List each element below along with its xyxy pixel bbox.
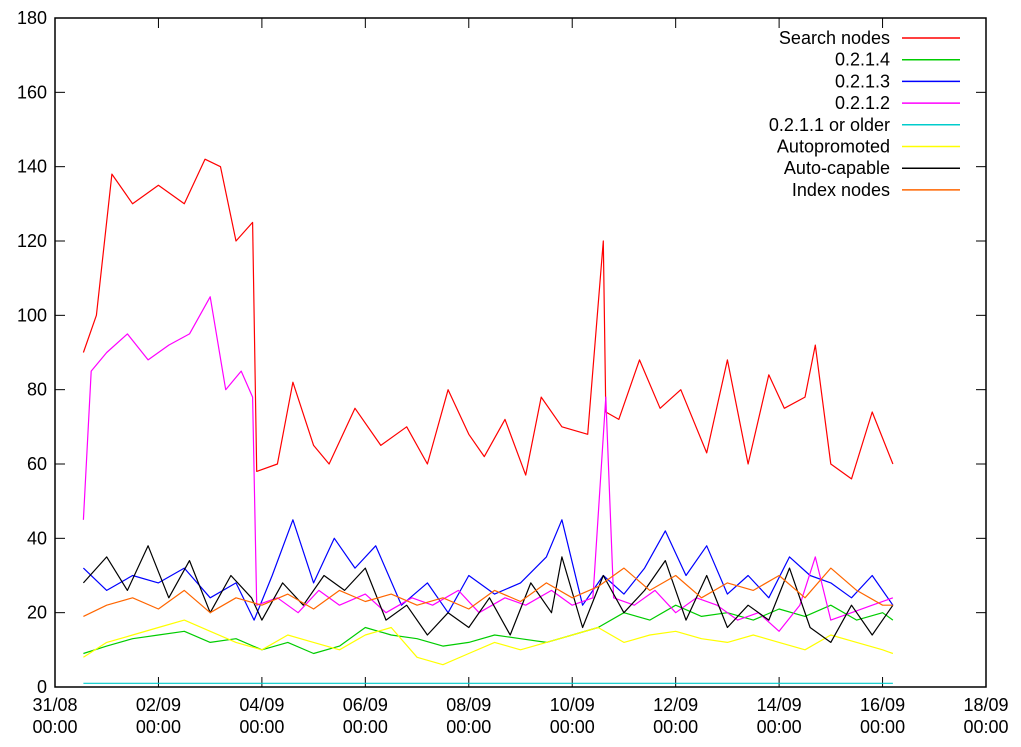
y-tick-label: 20	[27, 603, 47, 623]
x-tick-label-time: 00:00	[343, 717, 388, 737]
x-tick-label-date: 10/09	[550, 695, 595, 715]
x-axis: 31/0800:0002/0900:0004/0900:0006/0900:00…	[32, 18, 1009, 737]
legend-label: Search nodes	[779, 28, 890, 48]
legend-label: Auto-capable	[784, 158, 890, 178]
series-line-0-2-1-3	[82, 519, 894, 621]
x-tick-label-date: 04/09	[239, 695, 284, 715]
y-tick-label: 120	[17, 231, 47, 251]
plot-frame	[54, 17, 987, 688]
x-tick-label-date: 12/09	[653, 695, 698, 715]
series-line-0-2-1-2	[82, 296, 894, 632]
series-line-search-nodes	[82, 158, 894, 480]
y-tick-label: 160	[17, 82, 47, 102]
y-tick-label: 40	[27, 528, 47, 548]
x-tick-label-date: 06/09	[343, 695, 388, 715]
legend-label: 0.2.1.2	[835, 93, 890, 113]
legend: Search nodes0.2.1.40.2.1.30.2.1.20.2.1.1…	[769, 28, 960, 200]
x-tick-label-time: 00:00	[757, 717, 802, 737]
series-line-auto-capable	[82, 545, 894, 644]
y-tick-label: 140	[17, 157, 47, 177]
legend-label: 0.2.1.3	[835, 71, 890, 91]
x-tick-label-date: 14/09	[757, 695, 802, 715]
y-tick-label: 100	[17, 305, 47, 325]
x-tick-label-time: 00:00	[239, 717, 284, 737]
x-tick-label-date: 31/08	[32, 695, 77, 715]
x-tick-label-time: 00:00	[136, 717, 181, 737]
legend-label: 0.2.1.4	[835, 50, 890, 70]
x-tick-label-time: 00:00	[550, 717, 595, 737]
y-tick-label: 0	[37, 677, 47, 697]
series-line-index-nodes	[83, 567, 893, 617]
legend-label: 0.2.1.1 or older	[769, 115, 890, 135]
legend-label: Index nodes	[792, 180, 890, 200]
series-line-autopromoted	[83, 619, 894, 666]
x-tick-label-date: 18/09	[963, 695, 1008, 715]
y-tick-label: 180	[17, 8, 47, 28]
x-tick-label-time: 00:00	[653, 717, 698, 737]
series-line-0-2-1-4	[83, 604, 894, 655]
y-tick-label: 80	[27, 380, 47, 400]
y-tick-label: 60	[27, 454, 47, 474]
series-layer	[82, 158, 894, 684]
x-tick-label-time: 00:00	[963, 717, 1008, 737]
x-tick-label-date: 08/09	[446, 695, 491, 715]
x-tick-label-time: 00:00	[32, 717, 77, 737]
legend-label: Autopromoted	[777, 137, 890, 157]
y-axis: 0 20 40 60 80 100 120 140 160 180	[17, 8, 986, 697]
x-tick-label-time: 00:00	[860, 717, 905, 737]
x-tick-label-date: 16/09	[860, 695, 905, 715]
x-tick-label-date: 02/09	[136, 695, 181, 715]
x-tick-label-time: 00:00	[446, 717, 491, 737]
